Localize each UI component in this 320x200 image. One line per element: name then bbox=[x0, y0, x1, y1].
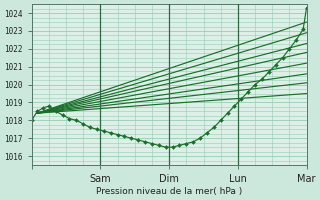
X-axis label: Pression niveau de la mer( hPa ): Pression niveau de la mer( hPa ) bbox=[96, 187, 242, 196]
